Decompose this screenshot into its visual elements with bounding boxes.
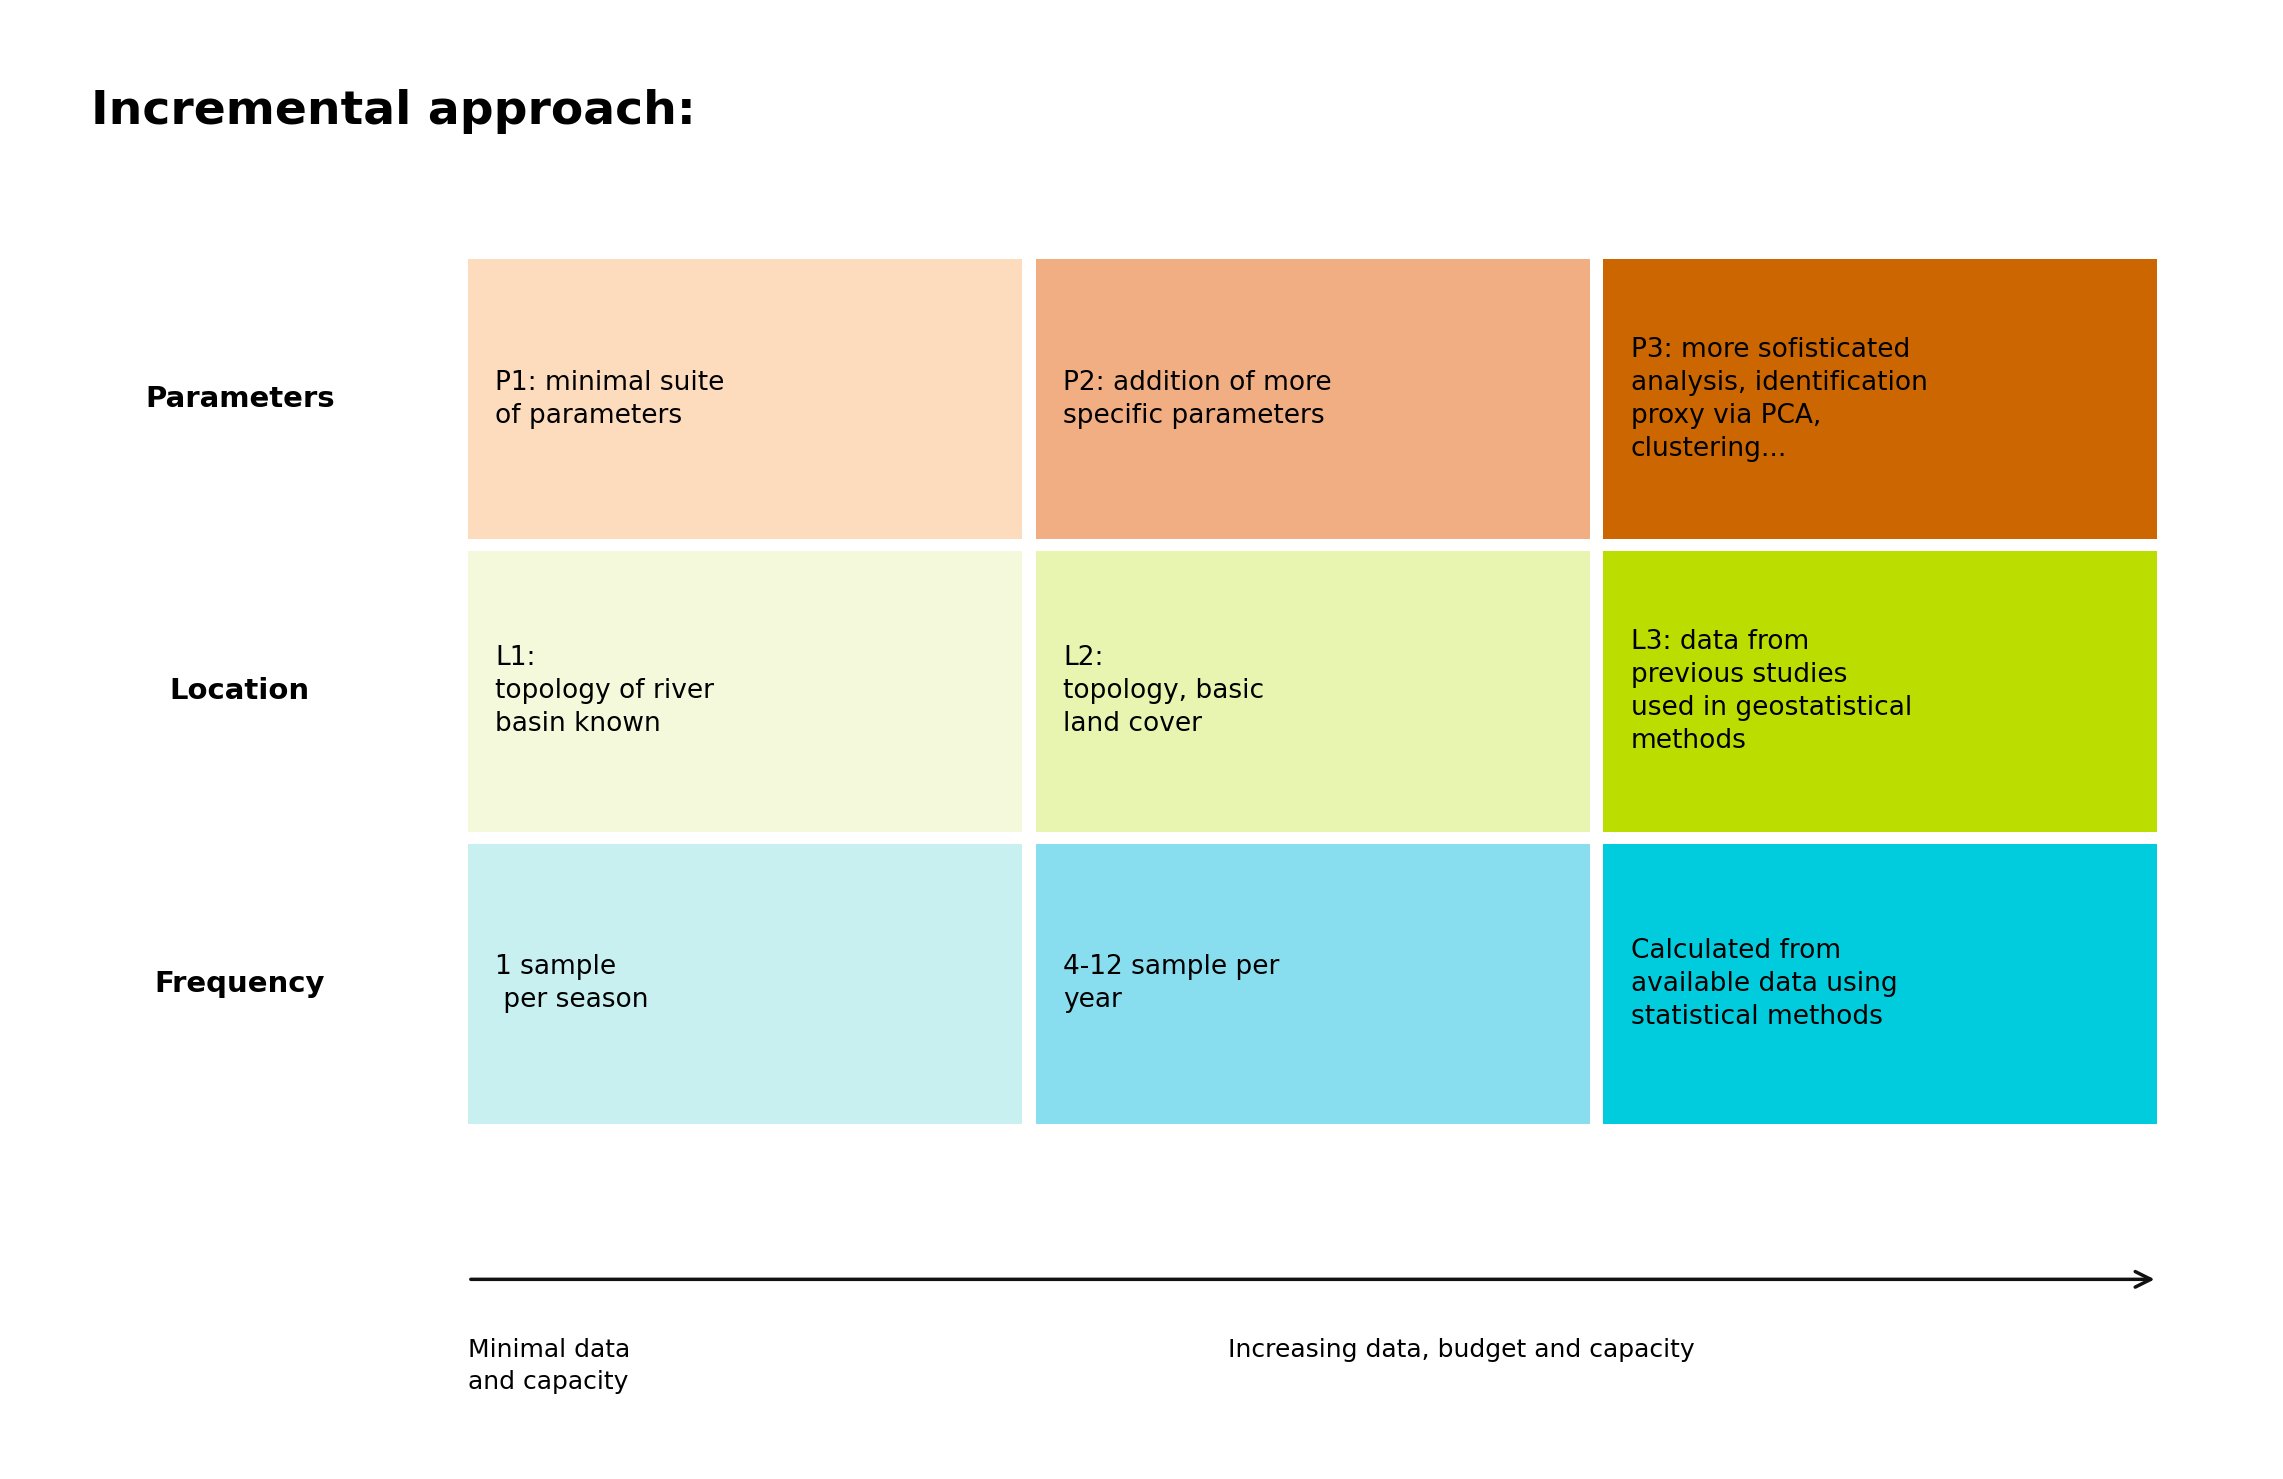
FancyBboxPatch shape (1603, 552, 2157, 831)
Text: Minimal data
and capacity: Minimal data and capacity (468, 1338, 630, 1395)
Text: Calculated from
available data using
statistical methods: Calculated from available data using sta… (1630, 938, 1897, 1029)
FancyBboxPatch shape (1603, 259, 2157, 540)
FancyBboxPatch shape (468, 843, 1023, 1124)
Text: Incremental approach:: Incremental approach: (91, 89, 696, 133)
Text: Parameters: Parameters (144, 385, 336, 413)
Text: L1:
topology of river
basin known: L1: topology of river basin known (495, 645, 715, 738)
FancyBboxPatch shape (1036, 843, 1589, 1124)
Text: P1: minimal suite
of parameters: P1: minimal suite of parameters (495, 370, 724, 429)
FancyBboxPatch shape (1036, 552, 1589, 831)
FancyBboxPatch shape (468, 552, 1023, 831)
FancyBboxPatch shape (1036, 259, 1589, 540)
Text: L3: data from
previous studies
used in geostatistical
methods: L3: data from previous studies used in g… (1630, 629, 1913, 754)
Text: Frequency: Frequency (155, 970, 324, 998)
Text: 4-12 sample per
year: 4-12 sample per year (1064, 954, 1278, 1013)
Text: Increasing data, budget and capacity: Increasing data, budget and capacity (1228, 1338, 1694, 1362)
Text: 1 sample
 per season: 1 sample per season (495, 954, 648, 1013)
Text: Location: Location (169, 677, 310, 705)
Text: P3: more sofisticated
analysis, identification
proxy via PCA,
clustering...: P3: more sofisticated analysis, identifi… (1630, 337, 1927, 461)
Text: P2: addition of more
specific parameters: P2: addition of more specific parameters (1064, 370, 1331, 429)
FancyBboxPatch shape (1603, 843, 2157, 1124)
Text: L2:
topology, basic
land cover: L2: topology, basic land cover (1064, 645, 1265, 738)
FancyBboxPatch shape (468, 259, 1023, 540)
